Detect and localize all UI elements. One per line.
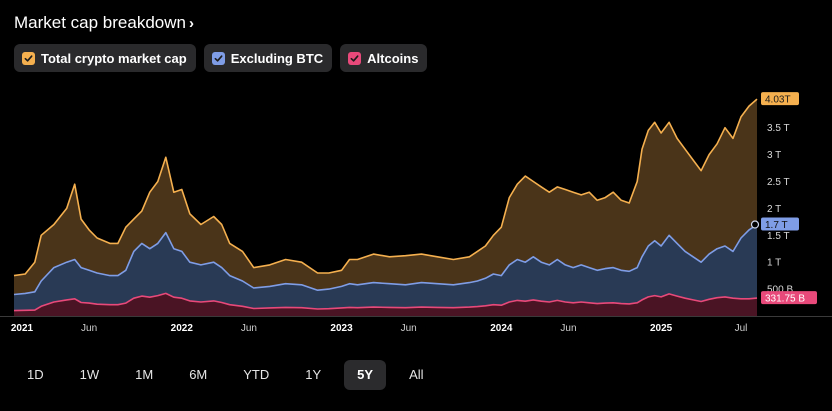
y-tick-label: 2.5 T (767, 177, 790, 188)
check-icon (22, 51, 35, 65)
legend-chip-excluding-btc[interactable]: Excluding BTC (203, 44, 333, 72)
time-range-selector: 1D 1W 1M 6M YTD 1Y 5Y All (14, 360, 447, 390)
x-tick-label: Jun (560, 323, 576, 334)
range-1d[interactable]: 1D (27, 367, 44, 382)
end-value-label: 1.7 T (765, 220, 788, 231)
area-excluding-btc (14, 224, 757, 316)
end-value-label: 331.75 B (765, 294, 805, 305)
y-tick-label: 2 T (767, 204, 781, 215)
range-1m[interactable]: 1M (135, 367, 154, 382)
x-tick-label: 2025 (650, 323, 673, 334)
range-ytd[interactable]: YTD (243, 367, 270, 382)
range-6m[interactable]: 6M (189, 367, 208, 382)
area-total (14, 99, 757, 316)
x-tick-label: 2022 (171, 323, 194, 334)
legend-chip-total[interactable]: Total crypto market cap (14, 44, 196, 72)
x-tick-label: 2021 (11, 323, 34, 334)
range-all[interactable]: All (409, 367, 424, 382)
check-icon (348, 51, 362, 65)
area-altcoins (14, 293, 757, 316)
legend-label: Total crypto market cap (41, 50, 187, 66)
x-tick-label: Jun (401, 323, 417, 334)
line-excluding-btc (13, 223, 758, 296)
end-value-badge (761, 291, 817, 305)
y-tick-label: 3.5 T (767, 123, 790, 134)
legend: Total crypto market cap Excluding BTC Al… (14, 44, 428, 72)
legend-label: Excluding BTC (230, 50, 324, 66)
check-icon (211, 51, 225, 65)
x-tick-label: Jun (241, 323, 257, 334)
y-tick-label: 500 B (767, 285, 793, 296)
range-5y[interactable]: 5Y (344, 360, 387, 390)
x-tick-label: 2024 (490, 323, 513, 334)
line-altcoins (13, 292, 758, 312)
y-tick-label: 3 T (767, 150, 781, 161)
x-tick-label: Jul (735, 323, 748, 334)
legend-label: Altcoins (367, 50, 419, 66)
y-tick-label: 1 T (767, 258, 781, 269)
end-value-badge (761, 92, 799, 106)
chevron-right-icon: › (188, 14, 194, 32)
legend-chip-altcoins[interactable]: Altcoins (340, 44, 428, 72)
end-value-badge (761, 217, 799, 231)
range-1w[interactable]: 1W (79, 367, 100, 382)
line-total (13, 98, 758, 277)
end-value-label: 4.03T (765, 95, 791, 106)
range-1y[interactable]: 1Y (305, 367, 322, 382)
y-tick-label: 1.5 T (767, 231, 790, 242)
x-tick-label: 2023 (330, 323, 353, 334)
end-point-marker (750, 220, 760, 229)
x-tick-label: Jun (81, 323, 97, 334)
page-title-text: Market cap breakdown (14, 13, 186, 32)
page-title[interactable]: Market cap breakdown › (14, 13, 194, 33)
market-cap-chart[interactable]: 500 B 1 T 1.5 T 2 T 2.5 T 3 T 3.5 T 2021 Jun 2022… (0, 80, 832, 345)
